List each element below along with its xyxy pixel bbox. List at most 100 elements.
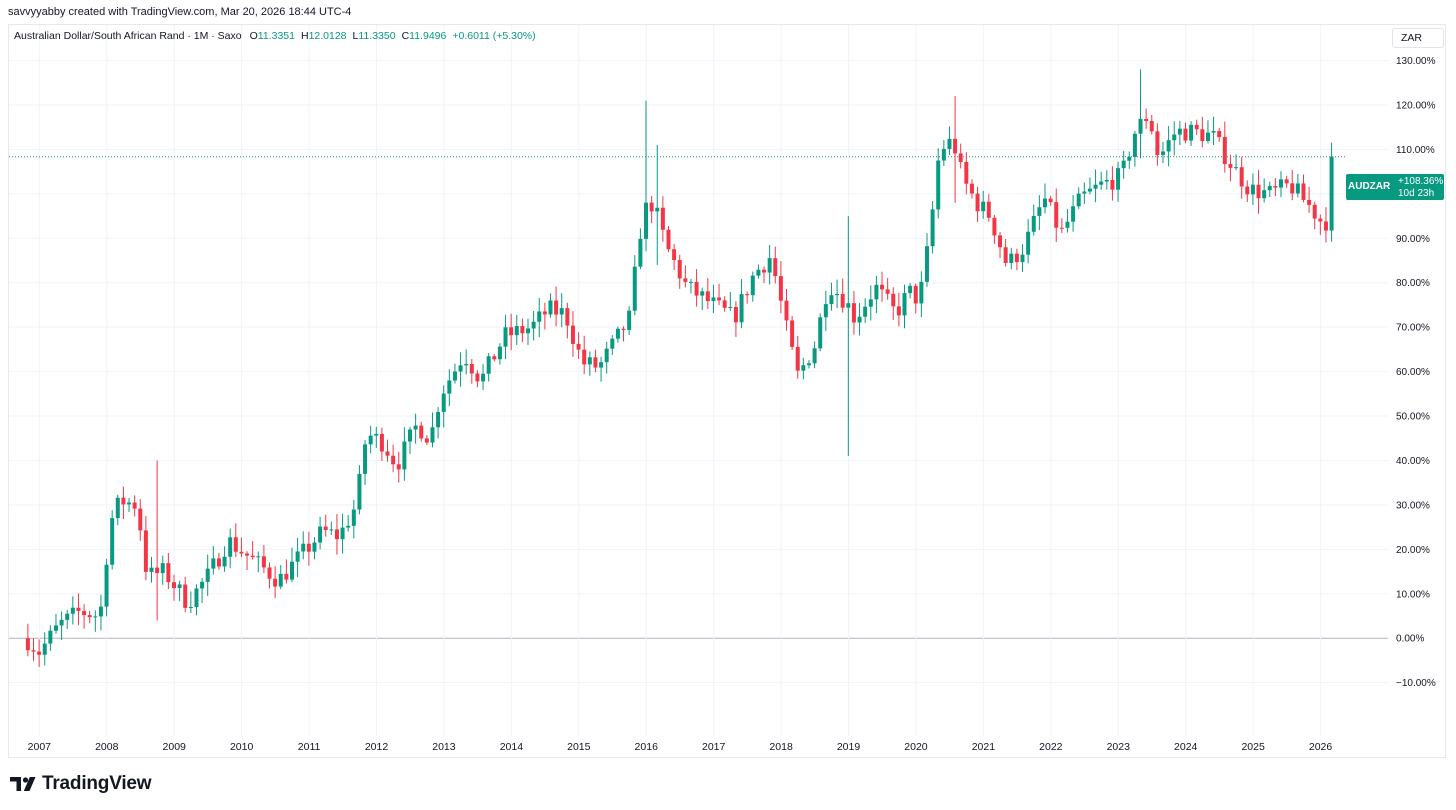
x-tick-label: 2008 [95, 741, 119, 753]
candle-body [638, 238, 643, 267]
candle-body [644, 202, 649, 239]
candle-body [318, 526, 323, 543]
candle-body [430, 427, 435, 443]
high-value: 12.0128 [308, 30, 347, 42]
candle-body [441, 393, 446, 413]
candle-body [82, 610, 87, 616]
x-tick-label: 2024 [1174, 741, 1198, 753]
candle-body [492, 356, 497, 360]
candle-body [846, 303, 851, 308]
candle-body [750, 275, 755, 296]
candle-body [1160, 151, 1165, 155]
candle-body [576, 343, 581, 350]
candle-body [216, 558, 221, 567]
candle-body [818, 317, 823, 349]
candle-body [396, 464, 401, 470]
candle-body [306, 543, 311, 552]
candle-body [565, 308, 570, 326]
candle-body [1256, 184, 1261, 199]
time-axis[interactable]: 2007 2008 2009 2010 2011 2012 2013 2014 2015 2016… [28, 741, 1333, 753]
candle-body [919, 281, 924, 304]
candle-body [1076, 193, 1081, 207]
candle-body [250, 555, 255, 558]
candle-body [1250, 184, 1255, 195]
candle-body [1026, 231, 1031, 255]
candlestick-series[interactable] [25, 69, 1334, 668]
candle-body [773, 258, 778, 277]
candle-body [458, 365, 463, 372]
candle-body [694, 281, 699, 296]
candle-body [228, 537, 233, 557]
candle-body [632, 266, 637, 311]
candle-body [790, 320, 795, 347]
candle-body [497, 346, 502, 360]
candle-body [688, 281, 693, 283]
candle-body [621, 328, 626, 330]
candle-body [149, 567, 154, 572]
candle-body [53, 625, 58, 631]
candle-body [896, 306, 901, 316]
tradingview-logo[interactable]: TradingView [10, 773, 152, 795]
candle-body [261, 556, 266, 568]
candle-body [424, 438, 429, 443]
candle-body [1262, 190, 1267, 199]
candle-body [1295, 183, 1300, 194]
candle-body [1065, 221, 1070, 228]
symbol-legend[interactable]: Australian Dollar/South African Rand · 1… [14, 30, 536, 42]
candle-body [31, 650, 36, 652]
candle-body [913, 285, 918, 304]
candle-body [267, 567, 272, 579]
price-axis[interactable]: 130.00%120.00%110.00%100.00%90.00%80.00%… [1396, 56, 1436, 689]
candle-body [969, 183, 974, 194]
candle-body [548, 300, 553, 315]
candle-body [863, 306, 868, 317]
candle-body [1037, 207, 1042, 216]
candle-body [323, 526, 328, 530]
candle-body [986, 201, 991, 218]
candle-body [1093, 184, 1098, 189]
candle-body [806, 363, 811, 366]
candle-body [1121, 160, 1126, 169]
price-tag-countdown: 10d 23h [1398, 188, 1435, 199]
candle-body [1194, 124, 1199, 130]
candle-body [1318, 218, 1323, 222]
candle-body [1003, 247, 1008, 263]
candle-body [700, 291, 705, 296]
open-value: 11.3351 [257, 30, 295, 42]
candle-body [160, 563, 165, 574]
candle-body [660, 207, 665, 230]
candle-body [1116, 168, 1121, 190]
candle-body [1245, 186, 1250, 195]
candle-body [127, 502, 132, 505]
candle-body [402, 441, 407, 470]
candle-body [593, 357, 598, 368]
y-tick-label: 80.00% [1396, 278, 1430, 289]
candle-body [683, 278, 688, 282]
candle-body [132, 502, 137, 509]
candle-body [1082, 191, 1087, 194]
candle-body [233, 537, 238, 552]
candle-body [941, 148, 946, 161]
candle-body [1228, 163, 1233, 168]
candle-body [677, 260, 682, 279]
candle-body [835, 293, 840, 296]
candle-body [514, 326, 519, 336]
symbol-title[interactable]: Australian Dollar/South African Rand · 1… [14, 30, 242, 42]
candle-body [902, 293, 907, 316]
candle-body [655, 207, 660, 212]
x-tick-label: 2015 [567, 741, 591, 753]
candle-body [1323, 221, 1328, 231]
candle-body [301, 543, 306, 552]
y-tick-label: 30.00% [1396, 500, 1430, 511]
currency-button[interactable]: ZAR [1392, 28, 1444, 48]
candle-body [711, 297, 716, 302]
grid-lines [9, 25, 1388, 736]
candle-body [121, 497, 126, 505]
candle-body [1279, 179, 1284, 188]
candle-body [87, 615, 92, 618]
candle-body [981, 201, 986, 212]
candle-body [1183, 128, 1188, 141]
y-tick-label: 130.00% [1396, 56, 1436, 67]
candle-body [570, 325, 575, 344]
